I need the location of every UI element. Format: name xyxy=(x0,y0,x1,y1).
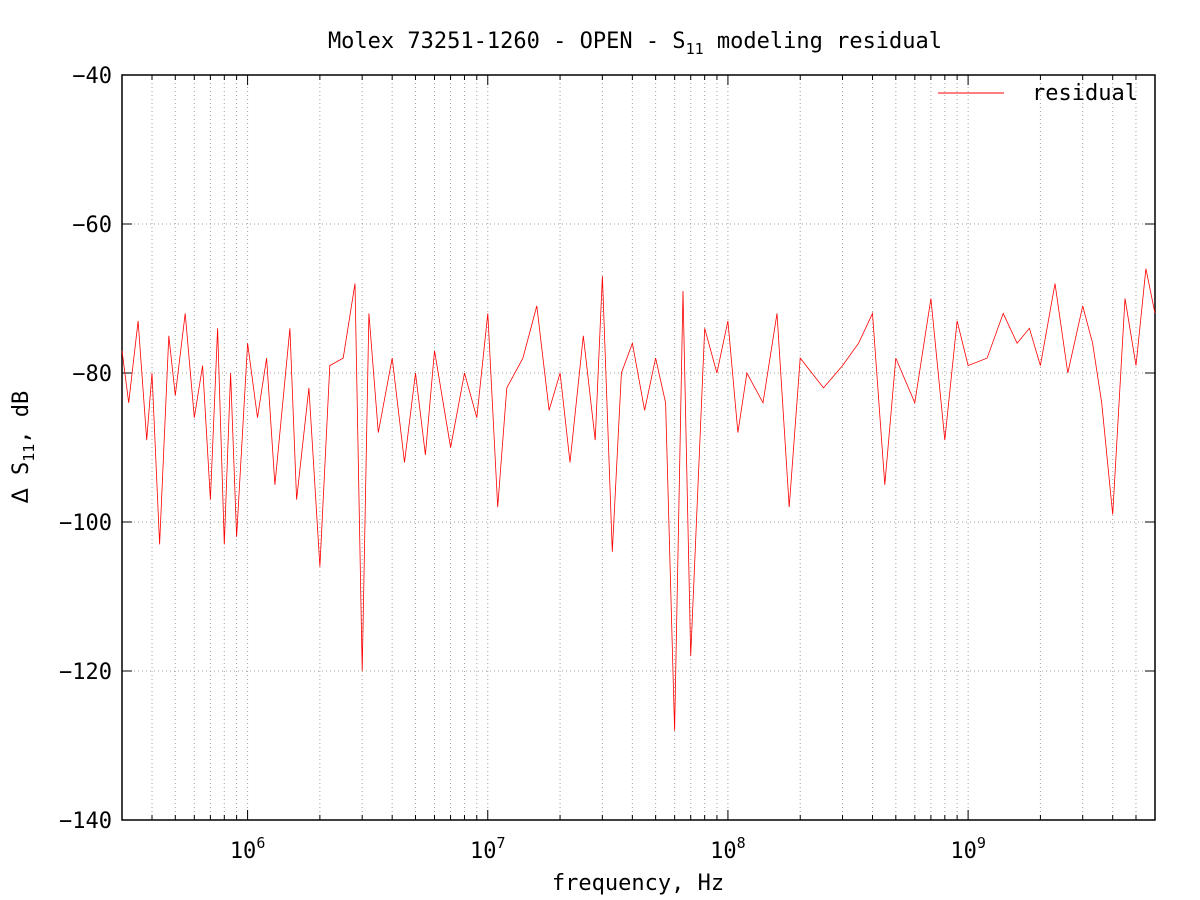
y-tick-label: −140 xyxy=(59,809,112,834)
y-axis-label: Δ S11, dB xyxy=(9,391,38,504)
chart-title-rest: modeling residual xyxy=(704,29,942,54)
x-tick-label: 107 xyxy=(470,834,506,864)
plot-frame xyxy=(121,74,1156,821)
y-tick-labels: −40 −60 −80 −100 −120 −140 xyxy=(59,64,112,834)
x-tick-labels: 106 107 108 109 xyxy=(230,834,986,864)
y-tick-label: −40 xyxy=(72,64,112,89)
y-tick-label: −120 xyxy=(59,660,112,685)
chart-title-subscript: 11 xyxy=(686,40,704,58)
residual-series-line xyxy=(121,268,1156,731)
y-axis-label-rest: , dB xyxy=(9,391,34,444)
x-tick-label: 106 xyxy=(230,834,266,864)
y-tick-label: −60 xyxy=(72,213,112,238)
chart-title: Molex 73251-1260 - OPEN - S11 modeling r… xyxy=(328,29,942,58)
legend-label-residual: residual xyxy=(1032,81,1138,106)
y-axis-label-subscript: 11 xyxy=(20,444,38,462)
x-axis-label: frequency, Hz xyxy=(552,871,724,896)
x-tick-label: 108 xyxy=(710,834,746,864)
y-axis-label-delta: Δ xyxy=(9,488,34,503)
legend: residual xyxy=(938,81,1138,106)
x-tick-label: 109 xyxy=(950,834,986,864)
y-tick-label: −100 xyxy=(59,511,112,536)
y-tick-label: −80 xyxy=(72,362,112,387)
y-axis-label-main: S xyxy=(9,462,34,489)
chart-title-main: Molex 73251-1260 - OPEN - S xyxy=(328,29,686,54)
